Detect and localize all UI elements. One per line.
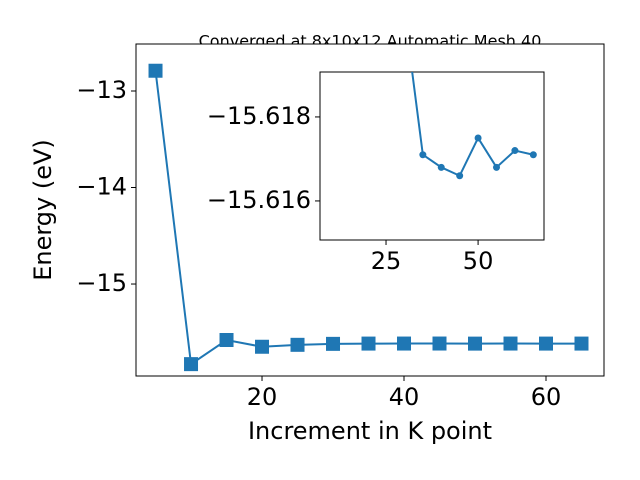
marker <box>474 134 482 142</box>
x-tick-label: 40 <box>389 383 420 411</box>
marker <box>511 147 519 155</box>
marker <box>574 336 589 351</box>
y-tick-label: −14 <box>76 173 127 201</box>
marker <box>432 336 447 351</box>
x-tick-label: 50 <box>463 247 494 275</box>
marker <box>437 163 445 171</box>
y-tick-label: −15 <box>76 269 127 297</box>
marker <box>326 336 341 351</box>
x-tick-label: 20 <box>247 383 278 411</box>
line <box>411 72 534 178</box>
marker <box>503 336 518 351</box>
marker <box>456 172 464 180</box>
marker <box>219 333 234 348</box>
plot-frame <box>319 71 545 241</box>
plot-area <box>401 8 537 180</box>
marker <box>538 336 553 351</box>
y-axis-label: Energy (eV) <box>29 139 57 281</box>
x-tick-label: 25 <box>371 247 402 275</box>
marker <box>361 336 376 351</box>
marker <box>397 336 412 351</box>
marker <box>290 337 305 352</box>
marker <box>492 163 500 171</box>
marker <box>255 339 270 354</box>
y-tick-label: −13 <box>76 76 127 104</box>
marker <box>529 151 537 159</box>
marker <box>401 8 408 15</box>
marker <box>184 357 199 372</box>
marker <box>468 336 483 351</box>
x-tick-label: 60 <box>531 383 562 411</box>
marker <box>419 151 427 159</box>
marker <box>148 63 163 78</box>
y-tick-label: −15.618 <box>207 102 311 130</box>
y-tick-label: −15.616 <box>207 186 311 214</box>
x-axis-label: Increment in K point <box>248 417 492 445</box>
plot-area <box>148 63 589 372</box>
